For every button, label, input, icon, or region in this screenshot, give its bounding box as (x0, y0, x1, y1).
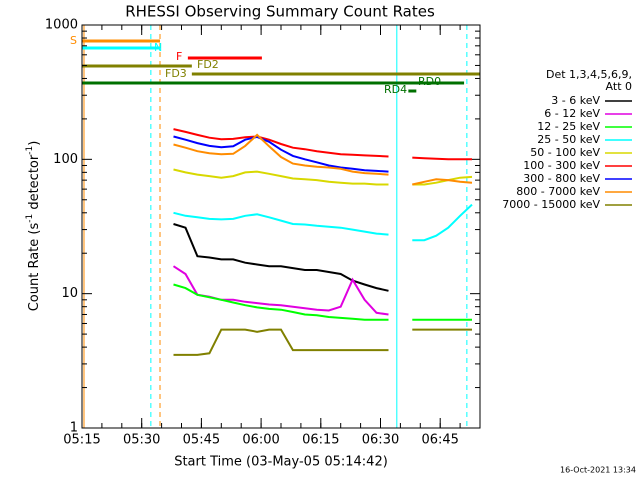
series-line (173, 223, 389, 292)
legend-label: 50 - 100 keV (530, 146, 600, 159)
x-tick-label: 06:45 (421, 433, 458, 448)
legend-label: 7000 - 15000 keV (502, 198, 600, 211)
y-label-superscript: -1 (25, 146, 35, 155)
series-line (412, 175, 473, 186)
series-line (412, 178, 473, 186)
chart-title: RHESSI Observing Summary Count Rates (125, 3, 435, 21)
x-axis-label: Start Time (03-May-05 05:14:42) (174, 455, 388, 470)
legend-label: 100 - 300 keV (523, 159, 600, 172)
y-tick-label: 10 (61, 286, 78, 301)
x-tick-label: 06:15 (302, 433, 339, 448)
flag-label: FD3 (165, 67, 187, 80)
x-tick-label: 06:00 (242, 433, 279, 448)
flag-label: RD4 (384, 83, 407, 96)
series-line (173, 211, 389, 236)
footer: 16-Oct-2021 13:34 (560, 466, 636, 475)
flag-label: FD2 (197, 58, 219, 71)
y-label-part: ) (27, 141, 42, 146)
legend-label: 12 - 25 keV (537, 120, 600, 133)
x-tick-label: 05:15 (63, 433, 100, 448)
y-label-part: Count Rate (s (27, 223, 42, 312)
series-line (173, 135, 389, 173)
legend-label: 3 - 6 keV (551, 94, 600, 107)
series-line (172, 265, 389, 316)
y-tick-label: 100 (53, 152, 78, 167)
series-line (412, 156, 472, 161)
legend-header: Att 0 (606, 80, 632, 93)
flag-label: RD0 (418, 75, 441, 88)
flag-label: S (70, 34, 77, 47)
y-axis-label: Count Rate (s-1 detector-1) (25, 141, 42, 312)
x-tick-label: 06:30 (362, 433, 399, 448)
legend-label: 6 - 12 keV (544, 107, 600, 120)
y-label-superscript: -1 (25, 214, 35, 223)
y-tick-label: 1 (70, 421, 78, 436)
series-line (412, 203, 473, 242)
series-line (173, 283, 389, 321)
legend-label: 300 - 800 keV (523, 172, 600, 185)
y-label-part: detector (27, 154, 42, 214)
legend-label: 25 - 50 keV (537, 133, 600, 146)
y-tick-label: 1000 (45, 18, 78, 33)
x-tick-label: 05:30 (123, 433, 160, 448)
series-line (173, 133, 389, 176)
x-tick-label: 05:45 (183, 433, 220, 448)
legend-header: Det 1,3,4,5,6,9, (546, 68, 632, 81)
flag-label: N (154, 41, 162, 54)
series-line (173, 168, 389, 186)
legend-label: 800 - 7000 keV (516, 185, 600, 198)
series-line (173, 328, 389, 356)
flag-label: F (176, 50, 182, 63)
series-line (173, 128, 389, 158)
